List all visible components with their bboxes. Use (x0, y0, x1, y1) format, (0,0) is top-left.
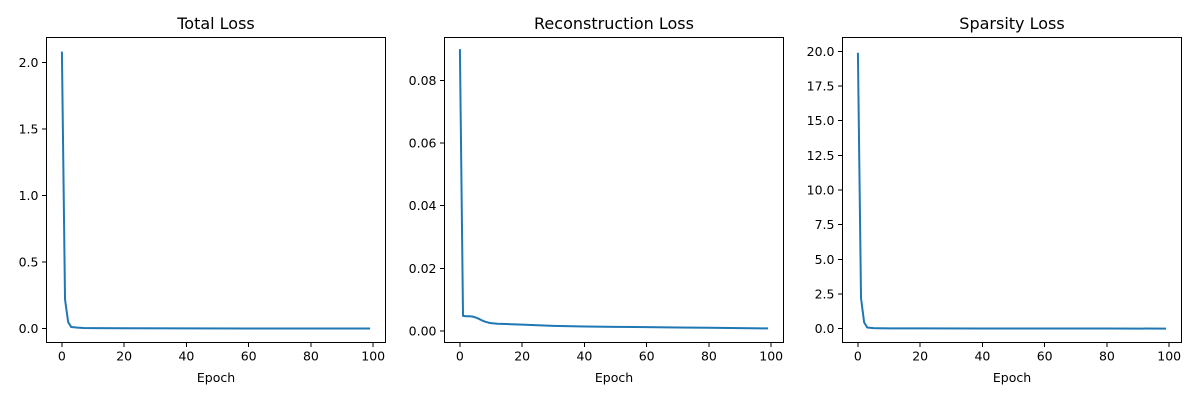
sparsity-loss-series-line (856, 52, 1167, 330)
sparsity-loss-axes-frame (842, 37, 1182, 343)
reconstruction-loss-xtick-label: 0 (456, 349, 464, 364)
reconstruction-loss-title: Reconstruction Loss (534, 14, 694, 33)
total-loss-xtick-label: 20 (116, 349, 132, 364)
sparsity-loss-xlabel: Epoch (993, 370, 1031, 385)
reconstruction-loss-xtick-label: 100 (759, 349, 783, 364)
total-loss-xtick-label: 40 (178, 349, 194, 364)
total-loss-plot-area: 0 20 40 60 80 100 0.0 0.5 1.0 1.5 2.0 (19, 51, 385, 364)
total-loss-xtick-label: 100 (361, 349, 385, 364)
reconstruction-loss-xtick-label: 20 (514, 349, 530, 364)
reconstruction-loss-xtick-label: 60 (639, 349, 655, 364)
reconstruction-loss-ytick-label: 0.00 (409, 323, 437, 338)
reconstruction-loss-xlabel: Epoch (595, 370, 633, 385)
sparsity-loss-ytick-label: 10.0 (807, 183, 835, 198)
sparsity-loss-ytick-label: 12.5 (807, 148, 835, 163)
total-loss-xtick-label: 80 (303, 349, 319, 364)
total-loss-series-line (60, 51, 371, 330)
reconstruction-loss-xtick-label: 80 (701, 349, 717, 364)
sparsity-loss-xtick-label: 40 (974, 349, 990, 364)
sparsity-loss-title: Sparsity Loss (959, 14, 1064, 33)
total-loss-ytick-label: 0.5 (19, 255, 39, 270)
reconstruction-loss-plot-area: 0 20 40 60 80 100 0.00 0.02 0.04 0.06 0.08 (409, 49, 783, 364)
sparsity-loss-ytick-label: 5.0 (815, 252, 835, 267)
reconstruction-loss-series-line (458, 49, 769, 330)
sparsity-loss-xtick-label: 100 (1157, 349, 1181, 364)
total-loss-title: Total Loss (176, 14, 255, 33)
sparsity-loss-ytick-label: 15.0 (807, 113, 835, 128)
total-loss-ytick-label: 1.0 (19, 188, 39, 203)
total-loss-xlabel: Epoch (197, 370, 235, 385)
total-loss-panel: Total Loss 0 20 40 60 80 100 0.0 0.5 1.0 1.5 2.0 E… (19, 14, 386, 385)
sparsity-loss-plot-area: 0 20 40 60 80 100 0.0 2.5 5.0 7.5 10.0 12.5 15.0 17.5… (807, 44, 1182, 364)
reconstruction-loss-axes-frame (444, 37, 784, 343)
reconstruction-loss-ytick-label: 0.02 (409, 261, 437, 276)
sparsity-loss-ytick-label: 20.0 (807, 44, 835, 59)
total-loss-ytick-label: 0.0 (19, 321, 39, 336)
total-loss-ytick-label: 1.5 (19, 121, 39, 136)
reconstruction-loss-ytick-label: 0.08 (409, 73, 437, 88)
total-loss-xtick-label: 60 (241, 349, 257, 364)
sparsity-loss-ytick-label: 17.5 (807, 79, 835, 94)
sparsity-loss-xtick-label: 20 (912, 349, 928, 364)
total-loss-ytick-label: 2.0 (19, 55, 39, 70)
sparsity-loss-panel: Sparsity Loss 0 20 40 60 80 100 0.0 2.5 5.0 7.5 10… (807, 14, 1182, 385)
sparsity-loss-xtick-label: 60 (1037, 349, 1053, 364)
sparsity-loss-xtick-label: 80 (1099, 349, 1115, 364)
reconstruction-loss-panel: Reconstruction Loss 0 20 40 60 80 100 0.00 0.02… (409, 14, 784, 385)
reconstruction-loss-ytick-label: 0.04 (409, 198, 437, 213)
sparsity-loss-ytick-label: 7.5 (815, 217, 835, 232)
reconstruction-loss-xtick-label: 40 (576, 349, 592, 364)
sparsity-loss-ytick-label: 0.0 (815, 321, 835, 336)
total-loss-axes-frame (46, 37, 386, 343)
reconstruction-loss-ytick-label: 0.06 (409, 136, 437, 151)
total-loss-xtick-label: 0 (58, 349, 66, 364)
sparsity-loss-ytick-label: 2.5 (815, 286, 835, 301)
sparsity-loss-xtick-label: 0 (854, 349, 862, 364)
